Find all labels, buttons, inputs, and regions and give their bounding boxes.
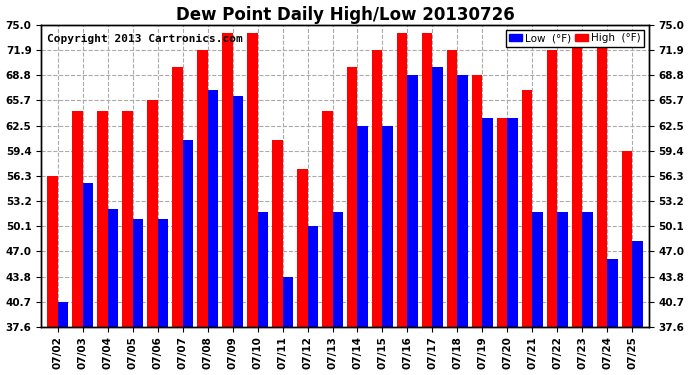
Bar — [183, 140, 193, 327]
Bar — [108, 209, 118, 327]
Bar — [622, 151, 633, 327]
Bar — [122, 111, 132, 327]
Bar — [482, 118, 493, 327]
Bar — [372, 50, 382, 327]
Bar — [208, 90, 218, 327]
Bar — [507, 118, 518, 327]
Bar — [447, 50, 457, 327]
Bar — [497, 118, 507, 327]
Bar — [408, 75, 418, 327]
Title: Dew Point Daily High/Low 20130726: Dew Point Daily High/Low 20130726 — [176, 6, 514, 24]
Bar — [572, 41, 582, 327]
Bar — [333, 212, 343, 327]
Bar — [72, 111, 83, 327]
Text: Copyright 2013 Cartronics.com: Copyright 2013 Cartronics.com — [48, 34, 243, 44]
Bar — [147, 100, 157, 327]
Bar — [282, 277, 293, 327]
Bar — [397, 33, 408, 327]
Bar — [382, 126, 393, 327]
Bar — [308, 226, 318, 327]
Bar — [272, 140, 282, 327]
Bar — [172, 67, 183, 327]
Bar — [582, 212, 593, 327]
Bar — [633, 241, 643, 327]
Bar — [422, 33, 433, 327]
Bar — [297, 169, 308, 327]
Bar — [457, 75, 468, 327]
Bar — [157, 219, 168, 327]
Bar — [472, 75, 482, 327]
Bar — [322, 111, 333, 327]
Bar — [47, 176, 57, 327]
Bar — [57, 302, 68, 327]
Bar — [257, 212, 268, 327]
Bar — [97, 111, 108, 327]
Bar — [83, 183, 93, 327]
Bar — [357, 126, 368, 327]
Bar — [433, 67, 443, 327]
Legend: Low  (°F), High  (°F): Low (°F), High (°F) — [506, 30, 644, 46]
Bar — [558, 212, 568, 327]
Bar — [233, 96, 243, 327]
Bar — [533, 212, 543, 327]
Bar — [222, 33, 233, 327]
Bar — [132, 219, 143, 327]
Bar — [607, 259, 618, 327]
Bar — [197, 50, 208, 327]
Bar — [522, 90, 533, 327]
Bar — [347, 67, 357, 327]
Bar — [547, 50, 558, 327]
Bar — [247, 33, 257, 327]
Bar — [597, 33, 607, 327]
